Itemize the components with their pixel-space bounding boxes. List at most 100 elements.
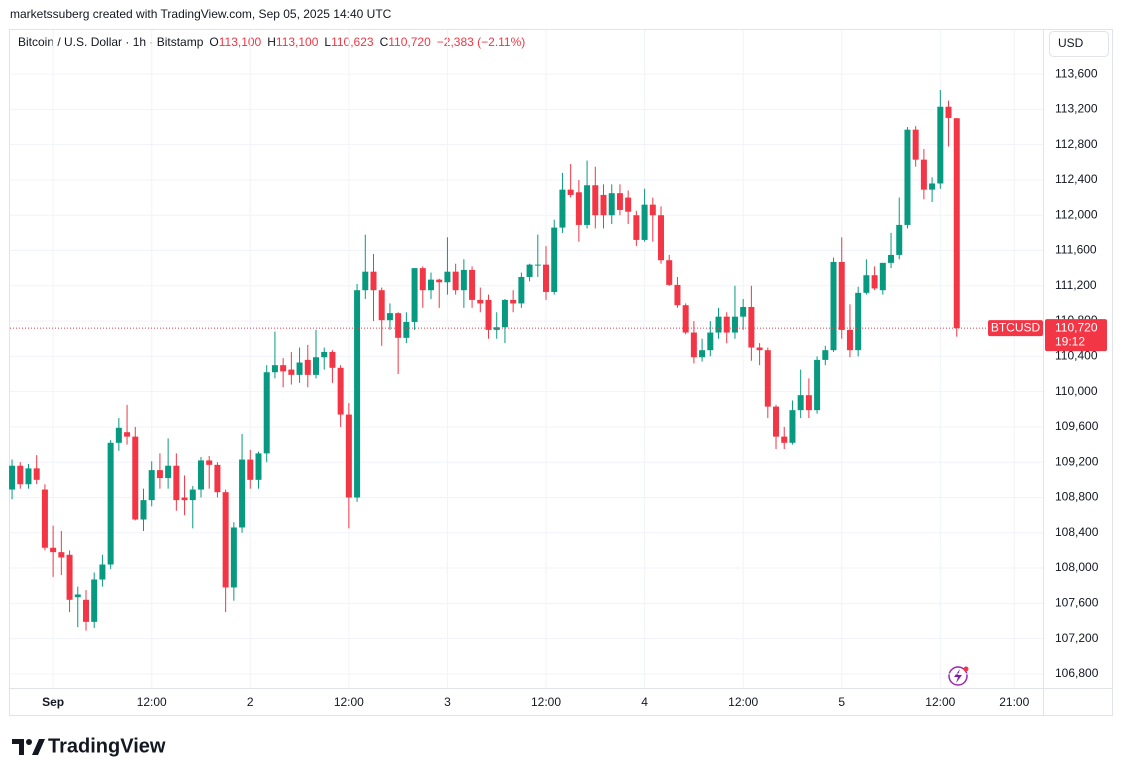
candle-body xyxy=(485,299,492,330)
candle-body xyxy=(91,579,98,622)
candle-body xyxy=(649,204,656,216)
legend-change: −2,383 (−2.11%) xyxy=(437,35,526,49)
candle-body xyxy=(58,552,65,558)
candle-body xyxy=(206,460,213,465)
legend-key: H xyxy=(267,35,276,49)
candle-body xyxy=(518,276,525,304)
candle-body xyxy=(715,316,722,333)
candle-body xyxy=(444,271,451,283)
logo-shape xyxy=(12,739,24,755)
candle-body xyxy=(50,547,57,553)
candle-body xyxy=(682,305,689,333)
candle-body xyxy=(805,395,812,411)
candle-body xyxy=(641,204,648,240)
candle-body xyxy=(616,193,623,210)
candle-body xyxy=(296,362,303,375)
candle-body xyxy=(756,347,763,351)
candle-body xyxy=(17,465,24,485)
y-tick-label: 109,600 xyxy=(1055,419,1099,433)
candle-body xyxy=(838,261,845,330)
legend-value: 110,623 xyxy=(331,35,374,49)
logo-mark xyxy=(12,739,45,755)
candle-body xyxy=(173,465,180,501)
currency[interactable]: USD xyxy=(1058,36,1084,50)
candle-body xyxy=(920,159,927,190)
currency-button[interactable] xyxy=(1049,31,1109,57)
candle-body xyxy=(197,460,204,490)
y-tick-label: 110,000 xyxy=(1055,384,1098,398)
candle-body xyxy=(551,227,558,292)
credit: marketssuberg created with TradingView.c… xyxy=(10,7,392,21)
candle-body xyxy=(773,406,780,437)
candle-body xyxy=(846,329,853,351)
legend-value: 110,720 xyxy=(388,35,431,49)
grid xyxy=(10,30,1043,688)
x-tick-label: 12:00 xyxy=(334,695,364,709)
legend-value: 113,100 xyxy=(219,35,262,49)
candle-body xyxy=(354,290,361,498)
x-tick-label: Sep xyxy=(42,695,64,709)
candle-body xyxy=(501,299,508,328)
candle-body xyxy=(25,468,32,485)
candle-body xyxy=(230,527,237,588)
candle-body xyxy=(584,185,591,225)
y-tick-label: 112,000 xyxy=(1055,207,1098,221)
candle-body xyxy=(896,224,903,255)
x-tick-label: 12:00 xyxy=(531,695,561,709)
candle-body xyxy=(271,365,278,373)
candle-body xyxy=(822,350,829,360)
y-tick-label: 113,600 xyxy=(1055,66,1098,80)
candle-body xyxy=(321,351,328,358)
candle-body xyxy=(592,185,599,216)
candle-body xyxy=(600,194,607,216)
candle-body xyxy=(912,129,919,160)
y-tick-label: 110,400 xyxy=(1055,349,1098,363)
y-tick-label: 108,000 xyxy=(1055,560,1099,574)
y-tick-label: 107,600 xyxy=(1055,595,1099,609)
countdown-text: 19:12 xyxy=(1055,334,1085,348)
candle-body xyxy=(731,316,738,333)
candle-body xyxy=(469,269,476,300)
candle-body xyxy=(608,193,615,216)
assistant-icon[interactable] xyxy=(948,666,969,686)
candle-body xyxy=(181,497,188,501)
candle-body xyxy=(378,290,385,321)
icon-bolt xyxy=(954,669,962,683)
candle-body xyxy=(633,215,640,240)
legend-key: L xyxy=(324,35,331,49)
candle-body xyxy=(526,264,533,277)
candle-body xyxy=(625,197,632,212)
candle-body xyxy=(452,271,459,291)
symbol-tag xyxy=(988,320,1043,337)
candle-body xyxy=(337,367,344,415)
candle-body xyxy=(82,599,89,622)
symbol-tag-text: BTCUSD xyxy=(991,320,1041,334)
candle-body xyxy=(156,470,163,479)
candle-body xyxy=(879,262,886,291)
candle-body xyxy=(255,453,262,480)
candle-body xyxy=(764,350,771,407)
candle-body xyxy=(460,269,467,291)
x-tick-label: 2 xyxy=(247,695,254,709)
candle-body xyxy=(814,359,821,411)
candle-body xyxy=(74,594,81,598)
candle-body xyxy=(797,395,804,411)
candle-body xyxy=(904,129,911,225)
legend-value: 113,100 xyxy=(276,35,319,49)
candle-body xyxy=(41,489,48,548)
candle-body xyxy=(428,279,435,291)
x-tick-label: 4 xyxy=(641,695,648,709)
candle-body xyxy=(567,189,574,195)
candle-body xyxy=(929,183,936,190)
logo-dot xyxy=(26,739,32,745)
candle-body xyxy=(871,275,878,289)
candle-body xyxy=(781,436,788,443)
y-tick-label: 108,800 xyxy=(1055,490,1099,504)
candle-body xyxy=(666,260,673,285)
candle-body xyxy=(214,464,221,493)
candle-body xyxy=(124,432,131,437)
candle-body xyxy=(559,189,566,228)
candle-body xyxy=(247,459,254,480)
candle-body xyxy=(543,264,550,292)
